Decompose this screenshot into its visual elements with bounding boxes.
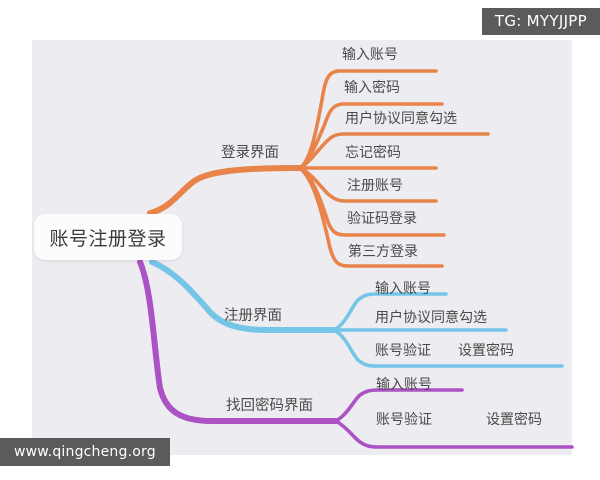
node-label: 输入密码 — [344, 80, 400, 96]
node-recover-set-password[interactable]: 设置密码 — [486, 413, 542, 427]
branch-line-login-leaf-3 — [298, 132, 490, 170]
node-label: 输入账号 — [375, 281, 431, 297]
node-register-interface-label: 注册界面 — [224, 308, 282, 324]
node-login-user-agreement-checkbox[interactable]: 用户协议同意勾选 — [345, 112, 457, 126]
node-label: 账号验证 — [376, 412, 432, 428]
node-login-third-party-login[interactable]: 第三方登录 — [348, 245, 418, 259]
branch-line-recover-trunk — [137, 259, 339, 424]
node-recover-interface[interactable]: 找回密码界面 — [226, 399, 313, 414]
node-label: 输入账号 — [376, 377, 432, 393]
site-watermark-label: www.qingcheng.org — [14, 444, 156, 460]
node-register-interface[interactable]: 注册界面 — [224, 309, 282, 324]
branch-line-recover-leaf-1 — [334, 388, 464, 423]
node-label: 输入账号 — [342, 47, 398, 63]
node-login-forgot-password[interactable]: 忘记密码 — [345, 146, 401, 160]
branch-line-register-trunk — [149, 259, 337, 333]
node-recover-interface-label: 找回密码界面 — [226, 398, 313, 414]
node-label: 设置密码 — [458, 343, 514, 359]
branch-line-login-trunk — [147, 165, 303, 216]
branch-line-login-leaf-5 — [298, 166, 438, 203]
node-label: 忘记密码 — [345, 145, 401, 161]
node-label: 第三方登录 — [348, 244, 418, 260]
site-watermark: www.qingcheng.org — [0, 438, 170, 466]
branch-line-register-leaf-1 — [332, 292, 448, 332]
node-login-interface[interactable]: 登录界面 — [221, 146, 279, 161]
root-node-label: 账号注册登录 — [49, 227, 167, 250]
node-login-input-password[interactable]: 输入密码 — [344, 81, 400, 95]
node-label: 用户协议同意勾选 — [345, 111, 457, 127]
node-recover-account-verify[interactable]: 账号验证 — [376, 413, 432, 427]
branch-line-register-leaf-3 — [332, 328, 564, 368]
node-login-sms-code-login[interactable]: 验证码登录 — [347, 212, 417, 226]
node-register-account-verify[interactable]: 账号验证 — [375, 344, 431, 358]
node-login-register-account[interactable]: 注册账号 — [347, 179, 403, 193]
branch-line-recover-leaf-2 — [334, 419, 574, 449]
telegram-watermark-label: TG: MYYJJPP — [494, 12, 587, 30]
telegram-watermark: TG: MYYJJPP — [481, 8, 600, 35]
node-register-set-password[interactable]: 设置密码 — [458, 344, 514, 358]
node-label: 验证码登录 — [347, 211, 417, 227]
branch-line-login-leaf-2 — [298, 102, 444, 170]
node-label: 账号验证 — [375, 343, 431, 359]
node-label: 用户协议同意勾选 — [375, 310, 487, 326]
node-register-user-agreement-checkbox[interactable]: 用户协议同意勾选 — [375, 311, 487, 325]
branch-line-login-leaf-7 — [298, 166, 444, 268]
node-label: 注册账号 — [347, 178, 403, 194]
node-register-input-account[interactable]: 输入账号 — [375, 282, 431, 296]
node-label: 设置密码 — [486, 412, 542, 428]
node-recover-input-account[interactable]: 输入账号 — [376, 378, 432, 392]
root-node[interactable]: 账号注册登录 — [34, 214, 182, 260]
node-login-interface-label: 登录界面 — [221, 145, 279, 161]
node-login-input-account[interactable]: 输入账号 — [342, 48, 398, 62]
